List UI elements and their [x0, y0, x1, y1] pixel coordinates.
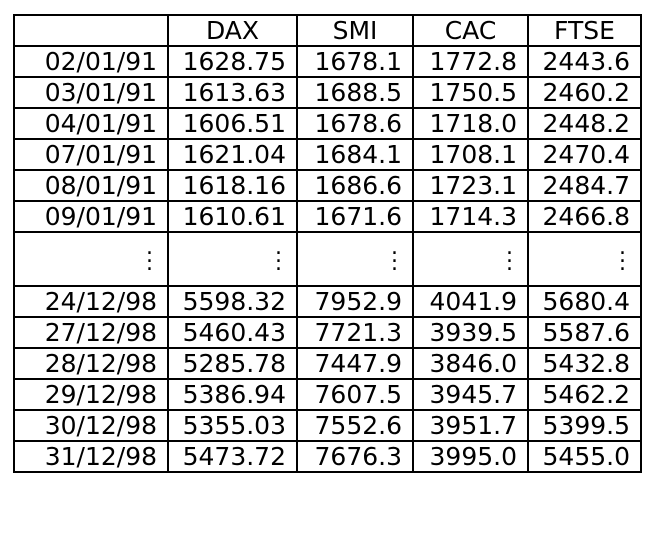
smi-value-cell: 7676.3	[296, 440, 414, 473]
smi-value-cell: 1671.6	[296, 200, 414, 233]
cac-value-cell: 3939.5	[412, 316, 529, 349]
cac-value-cell: 3846.0	[412, 347, 529, 380]
ftse-value-cell: 2470.4	[527, 138, 642, 171]
date-cell: 30/12/98	[13, 409, 169, 442]
ftse-value-cell: 2448.2	[527, 107, 642, 140]
date-cell: 28/12/98	[13, 347, 169, 380]
cac-value-cell: 1708.1	[412, 138, 529, 171]
date-cell: 02/01/91	[13, 45, 169, 78]
date-cell: 24/12/98	[13, 285, 169, 318]
table-row: 09/01/91 1610.61 1671.6 1714.3 2466.8	[13, 200, 642, 233]
ellipsis-row: ...............	[13, 231, 642, 287]
vertical-ellipsis-cell: ...	[296, 231, 414, 287]
ftse-value-cell: 5432.8	[527, 347, 642, 380]
table-row: 08/01/91 1618.16 1686.6 1723.1 2484.7	[13, 169, 642, 202]
header-ftse: FTSE	[527, 14, 642, 47]
vertical-ellipsis-cell: ...	[167, 231, 298, 287]
corner-cell	[13, 14, 169, 47]
smi-value-cell: 7447.9	[296, 347, 414, 380]
cac-value-cell: 1772.8	[412, 45, 529, 78]
dax-value-cell: 5355.03	[167, 409, 298, 442]
table-row: 04/01/91 1606.51 1678.6 1718.0 2448.2	[13, 107, 642, 140]
table-row: 02/01/91 1628.75 1678.1 1772.8 2443.6	[13, 45, 642, 78]
header-row: DAX SMI CAC FTSE	[13, 14, 642, 47]
dax-value-cell: 1610.61	[167, 200, 298, 233]
table-row: 28/12/98 5285.78 7447.9 3846.0 5432.8	[13, 347, 642, 380]
smi-value-cell: 1678.6	[296, 107, 414, 140]
smi-value-cell: 1678.1	[296, 45, 414, 78]
cac-value-cell: 1718.0	[412, 107, 529, 140]
header-smi: SMI	[296, 14, 414, 47]
vertical-ellipsis-icon: ...	[506, 235, 513, 276]
dax-value-cell: 1628.75	[167, 45, 298, 78]
smi-value-cell: 1688.5	[296, 76, 414, 109]
date-cell: 03/01/91	[13, 76, 169, 109]
date-cell: 09/01/91	[13, 200, 169, 233]
table-row: 30/12/98 5355.03 7552.6 3951.7 5399.5	[13, 409, 642, 442]
ftse-value-cell: 2466.8	[527, 200, 642, 233]
vertical-ellipsis-icon: ...	[146, 235, 153, 276]
ftse-value-cell: 5462.2	[527, 378, 642, 411]
table-row: 07/01/91 1621.04 1684.1 1708.1 2470.4	[13, 138, 642, 171]
table-row: 24/12/98 5598.32 7952.9 4041.9 5680.4	[13, 285, 642, 318]
ftse-value-cell: 5399.5	[527, 409, 642, 442]
dax-value-cell: 1621.04	[167, 138, 298, 171]
cac-value-cell: 3951.7	[412, 409, 529, 442]
smi-value-cell: 1686.6	[296, 169, 414, 202]
vertical-ellipsis-cell: ...	[527, 231, 642, 287]
cac-value-cell: 1750.5	[412, 76, 529, 109]
vertical-ellipsis-icon: ...	[391, 235, 398, 276]
date-cell: 27/12/98	[13, 316, 169, 349]
dax-value-cell: 5386.94	[167, 378, 298, 411]
table-row: 03/01/91 1613.63 1688.5 1750.5 2460.2	[13, 76, 642, 109]
vertical-ellipsis-cell: ...	[412, 231, 529, 287]
cac-value-cell: 3995.0	[412, 440, 529, 473]
cac-value-cell: 3945.7	[412, 378, 529, 411]
smi-value-cell: 7952.9	[296, 285, 414, 318]
ftse-value-cell: 2484.7	[527, 169, 642, 202]
stock-index-table: DAX SMI CAC FTSE 02/01/91 1628.75 1678.1 17…	[13, 14, 642, 473]
header-cac: CAC	[412, 14, 529, 47]
smi-value-cell: 7552.6	[296, 409, 414, 442]
ftse-value-cell: 2443.6	[527, 45, 642, 78]
dax-value-cell: 5460.43	[167, 316, 298, 349]
cac-value-cell: 1723.1	[412, 169, 529, 202]
date-cell: 29/12/98	[13, 378, 169, 411]
table-row: 27/12/98 5460.43 7721.3 3939.5 5587.6	[13, 316, 642, 349]
vertical-ellipsis-icon: ...	[275, 235, 282, 276]
dax-value-cell: 5285.78	[167, 347, 298, 380]
ftse-value-cell: 5587.6	[527, 316, 642, 349]
ftse-value-cell: 2460.2	[527, 76, 642, 109]
dax-value-cell: 1618.16	[167, 169, 298, 202]
smi-value-cell: 1684.1	[296, 138, 414, 171]
ftse-value-cell: 5680.4	[527, 285, 642, 318]
date-cell: 08/01/91	[13, 169, 169, 202]
cac-value-cell: 4041.9	[412, 285, 529, 318]
smi-value-cell: 7607.5	[296, 378, 414, 411]
dax-value-cell: 1613.63	[167, 76, 298, 109]
ftse-value-cell: 5455.0	[527, 440, 642, 473]
table-body: 02/01/91 1628.75 1678.1 1772.8 2443.6 03/01/9…	[13, 45, 642, 473]
dax-value-cell: 5598.32	[167, 285, 298, 318]
cac-value-cell: 1714.3	[412, 200, 529, 233]
vertical-ellipsis-cell: ...	[13, 231, 169, 287]
date-cell: 04/01/91	[13, 107, 169, 140]
date-cell: 31/12/98	[13, 440, 169, 473]
smi-value-cell: 7721.3	[296, 316, 414, 349]
date-cell: 07/01/91	[13, 138, 169, 171]
dax-value-cell: 1606.51	[167, 107, 298, 140]
vertical-ellipsis-icon: ...	[619, 235, 626, 276]
dax-value-cell: 5473.72	[167, 440, 298, 473]
table-row: 31/12/98 5473.72 7676.3 3995.0 5455.0	[13, 440, 642, 473]
header-dax: DAX	[167, 14, 298, 47]
table-row: 29/12/98 5386.94 7607.5 3945.7 5462.2	[13, 378, 642, 411]
